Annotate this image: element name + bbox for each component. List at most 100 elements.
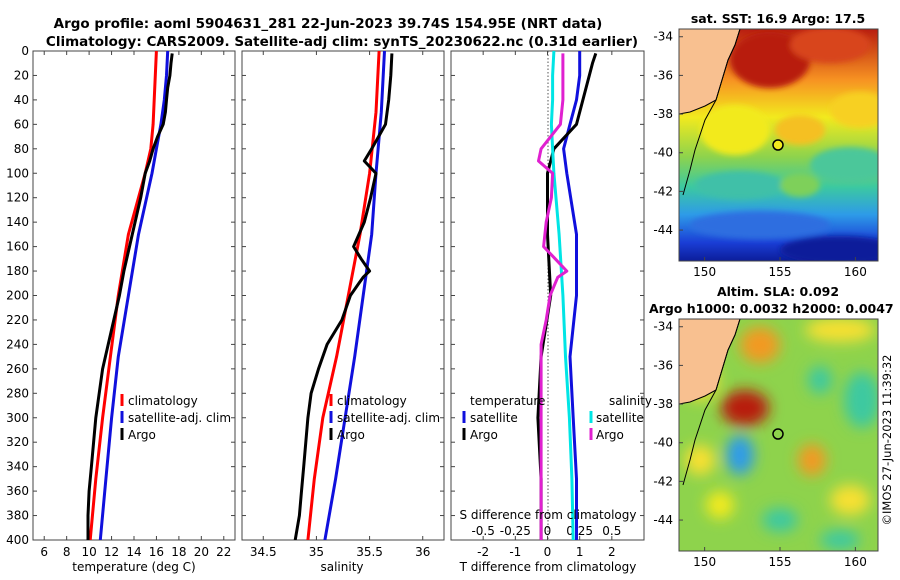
legend-temp-satellite-label: satellite [470, 411, 518, 425]
sla-map-frame [678, 318, 879, 552]
sst-argo-marker [772, 139, 784, 151]
legend-satellite-label: satellite-adj. clim [337, 411, 440, 425]
legend-temperature-title: temperature [470, 394, 545, 408]
difference-xlabel: T difference from climatology [459, 560, 637, 574]
x-tick-label: 22 [216, 545, 231, 559]
x-tick-label: 36 [415, 545, 430, 559]
y-tick-label: 140 [6, 215, 29, 229]
salinity-panel: 34.5 35 35.5 36 salinity climatology satell… [241, 50, 445, 574]
figure-title-line2: Climatology: CARS2009. Satellite-adj cli… [46, 34, 638, 50]
sla-argo-marker [772, 428, 784, 440]
series-line-argo [293, 53, 394, 540]
sla-patches [682, 319, 878, 550]
map-y-tick-label: -36 [653, 68, 673, 82]
x-tick-label: 20 [194, 545, 209, 559]
sst-map: sat. SST: 16.9 Argo: 17.5 150 155 160 -34 -3… [653, 11, 879, 279]
series-line-argo [86, 53, 174, 540]
figure-title-line1: Argo profile: aoml 5904631_281 22-Jun-20… [54, 16, 603, 32]
x-tick-label: 16 [149, 545, 164, 559]
y-tick-label: 400 [6, 533, 29, 547]
y-tick-label: 200 [6, 289, 29, 303]
x-tick-label: 14 [126, 545, 141, 559]
difference-plot-area [450, 50, 645, 541]
map-x-tick-label: 155 [769, 555, 792, 569]
series-line-temperature-argo [536, 52, 598, 540]
legend-temp-argo-label: Argo [470, 428, 498, 442]
map-x-tick-label: 150 [693, 265, 716, 279]
x-tick-label: -2 [477, 545, 489, 559]
x-tick-label: 0 [544, 545, 552, 559]
map-y-tick-label: -40 [653, 146, 673, 160]
temperature-xlabel: temperature (deg C) [72, 560, 195, 574]
salinity-plot-area [241, 50, 445, 541]
top-axis-label: S difference from climatology [460, 508, 637, 522]
y-tick-label: 40 [14, 93, 29, 107]
sst-map-title: sat. SST: 16.9 Argo: 17.5 [691, 11, 865, 26]
y-tick-label: 120 [6, 191, 29, 205]
sla-coast-boundary [682, 319, 741, 486]
map-y-tick-label: -44 [653, 513, 673, 527]
map-y-tick-label: -38 [653, 107, 673, 121]
legend-climatology-label: climatology [128, 394, 198, 408]
sla-map-title: Altim. SLA: 0.092 [717, 284, 839, 299]
x-tick-label: 12 [104, 545, 119, 559]
x-tick-label: 35 [309, 545, 324, 559]
difference-legend: temperature salinity satellite Argo sate… [462, 394, 652, 442]
map-x-tick-label: 150 [693, 555, 716, 569]
legend-climatology-label: climatology [337, 394, 407, 408]
top-tick-label: 0.5 [602, 524, 621, 538]
y-tick-label: 240 [6, 337, 29, 351]
x-tick-label: 35.5 [356, 545, 383, 559]
x-tick-label: -1 [509, 545, 521, 559]
x-tick-label: 10 [81, 545, 96, 559]
map-y-tick-label: -40 [653, 436, 673, 450]
y-tick-label: 380 [6, 509, 29, 523]
salinity-legend: climatology satellite-adj. clim Argo [329, 394, 440, 442]
y-tick-label: 80 [14, 142, 29, 156]
y-tick-label: 60 [14, 117, 29, 131]
x-tick-label: 34.5 [250, 545, 277, 559]
y-tick-label: 220 [6, 313, 29, 327]
y-tick-label: 280 [6, 386, 29, 400]
sst-coast-boundary [682, 29, 741, 196]
top-tick-label: -0.25 [500, 524, 531, 538]
legend-salinity-title: salinity [609, 394, 652, 408]
temperature-panel: 6 8 10 12 14 16 18 20 22020406080100120140160180… [6, 44, 236, 574]
series-line-salinity-satellite [549, 51, 575, 540]
y-tick-label: 320 [6, 435, 29, 449]
legend-satellite-label: satellite-adj. clim [128, 411, 231, 425]
map-y-tick-label: -42 [653, 184, 673, 198]
series-line-salinity-argo [537, 53, 569, 540]
x-tick-label: 8 [63, 545, 71, 559]
legend-argo-label: Argo [128, 428, 156, 442]
sla-map: Altim. SLA: 0.092 Argo h1000: 0.0032 h20… [649, 284, 894, 569]
map-y-tick-label: -34 [653, 320, 673, 334]
series-line-satellite-adj-clim [98, 51, 170, 540]
y-tick-label: 100 [6, 166, 29, 180]
y-tick-label: 20 [14, 68, 29, 82]
map-y-tick-label: -38 [653, 397, 673, 411]
map-y-tick-label: -44 [653, 223, 673, 237]
sst-map-frame [678, 28, 879, 262]
map-y-tick-label: -42 [653, 474, 673, 488]
copyright-timestamp: ©IMOS 27-Jun-2023 11:39:32 [880, 355, 894, 526]
top-tick-label: 0.25 [566, 524, 593, 538]
map-y-tick-label: -34 [653, 30, 673, 44]
legend-sal-argo-label: Argo [596, 428, 624, 442]
y-tick-label: 340 [6, 460, 29, 474]
x-tick-label: 6 [40, 545, 48, 559]
y-tick-label: 0 [21, 44, 29, 58]
series-line-climatology [88, 51, 158, 540]
y-tick-label: 360 [6, 484, 29, 498]
map-x-tick-label: 160 [844, 555, 867, 569]
map-x-tick-label: 160 [844, 265, 867, 279]
series-line-temperature-satellite [562, 51, 582, 540]
salinity-xlabel: salinity [320, 560, 363, 574]
x-tick-label: 1 [576, 545, 584, 559]
map-y-tick-label: -36 [653, 358, 673, 372]
sla-map-subtitle: Argo h1000: 0.0032 h2000: 0.0047 [649, 301, 894, 316]
y-tick-label: 260 [6, 362, 29, 376]
temperature-plot-area [32, 50, 236, 541]
series-line-climatology [306, 51, 381, 540]
